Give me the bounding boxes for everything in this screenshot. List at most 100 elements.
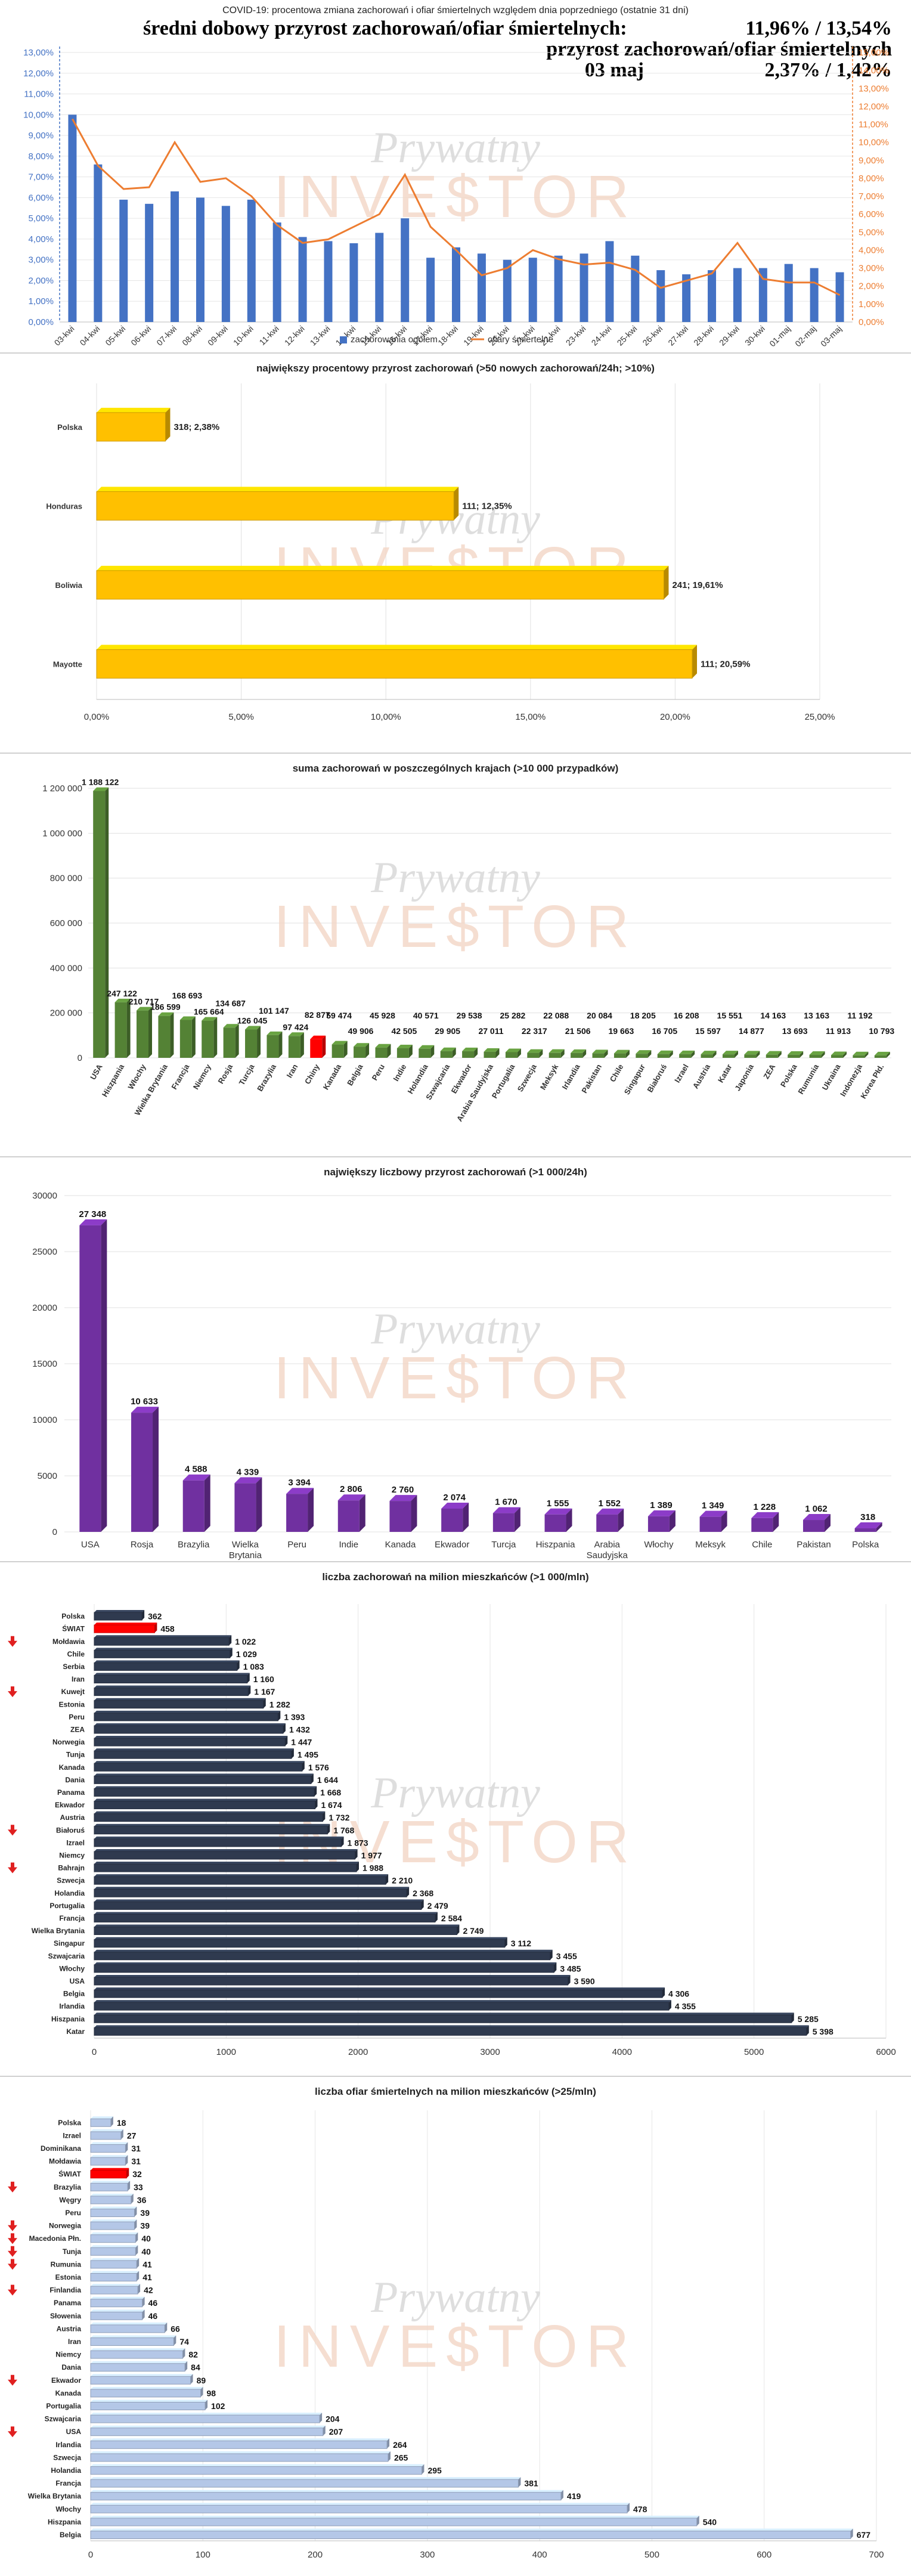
bar-Białoruś-side (327, 1823, 330, 1834)
data-label: 1 432 (289, 1724, 310, 1734)
y-tick-label: Panama (57, 1788, 85, 1797)
bar-Hiszpania-top (114, 998, 131, 1002)
bar-Iran-side (247, 1673, 250, 1683)
data-label: 66 (171, 2324, 180, 2333)
bar-Iran (90, 2337, 174, 2346)
bar-Hiszpania-side (126, 998, 131, 1058)
bar-Białoruś-top (94, 1823, 330, 1826)
bar-Chile (613, 1053, 626, 1058)
bar-Chile-side (773, 1512, 779, 1532)
bar-Mołdawia-top (94, 1635, 232, 1638)
bar-Norwegia (90, 2221, 135, 2230)
data-label: 42 505 (391, 1026, 417, 1036)
bar-Arabia Saudyjska (596, 1514, 618, 1532)
bar-Ekwador-side (315, 1798, 318, 1809)
bar-Włochy-top (647, 1510, 675, 1516)
bar-14-kwi (349, 243, 358, 322)
data-label: 3 112 (511, 1939, 531, 1948)
bar-Irlandia (571, 1052, 583, 1058)
x-tick-label: USA (81, 1540, 100, 1550)
x-tick-label: 100 (196, 2550, 210, 2560)
data-label: 362 (148, 1612, 162, 1621)
data-label: 29 905 (435, 1026, 460, 1036)
header-value-2: 2,37% / 1,42% (765, 59, 892, 81)
watermark-line2: INVE$TOR (274, 1345, 637, 1411)
bar-Chile-top (94, 1648, 233, 1651)
bar-Tunja-top (91, 2245, 138, 2248)
y-tick-label: 4,00% (28, 234, 54, 244)
bar-Panama-top (94, 1786, 317, 1789)
bar-Korea Płd. (874, 1055, 887, 1058)
y-tick-label: Kuwejt (61, 1688, 85, 1696)
x-tick-label: 23-kwi (564, 324, 588, 348)
bar-Chile (751, 1518, 773, 1532)
y-tick-label: Niemcy (59, 1851, 85, 1859)
bar-Katar (722, 1054, 735, 1058)
legend-swatch-bars (340, 336, 347, 343)
bar-Belgia (90, 2531, 851, 2539)
bar-Hiszpania-side (696, 2515, 699, 2526)
data-label: 27 (127, 2131, 137, 2140)
bar-Belgia-side (662, 1987, 665, 1998)
bar-Estonia-side (263, 1698, 266, 1708)
data-label: 82 (188, 2350, 198, 2360)
chart-title: liczba zachorowań na milion mieszkańców … (322, 1571, 588, 1583)
y2-tick-label: 12,00% (859, 101, 889, 112)
bar-Francja-side (518, 2477, 521, 2488)
bar-Francja-side (435, 1912, 438, 1922)
bar-Dominikana (90, 2144, 126, 2153)
bar-Wielka Brytania-side (560, 2490, 563, 2500)
y-tick-label: Ekwador (51, 2376, 81, 2385)
x-tick-label: Chile (608, 1063, 625, 1083)
data-label: 318; 2,38% (173, 422, 219, 432)
x-tick-label: 5000 (744, 2047, 764, 2057)
bar-Pakistan-side (604, 1049, 608, 1058)
data-label: 41 (142, 2272, 152, 2282)
daily-change-panel: COVID-19: procentowa zmiana zachorowań i… (0, 0, 911, 352)
x-tick-label: Meksyk (538, 1062, 560, 1091)
x-tick-label: 0,00% (84, 712, 110, 722)
y-tick-label: Bahrajn (58, 1864, 85, 1872)
data-label: 5 285 (798, 2014, 819, 2024)
y-tick-label: Macedonia Płn. (29, 2234, 81, 2243)
y-tick-label: Holandia (51, 2466, 81, 2475)
bar-Boliwia-top (97, 565, 669, 571)
x-tick-label: Polska (852, 1540, 879, 1550)
bar-Serbia (94, 1662, 238, 1671)
bar-Austria-side (712, 1051, 717, 1058)
watermark-line1: Prywatny (370, 123, 540, 172)
down-arrow-icon (8, 1636, 17, 1647)
bar-Węgry-top (91, 2193, 134, 2196)
bar-Holandia-top (419, 1045, 435, 1049)
bar-Finlandia-side (138, 2284, 141, 2295)
bar-Szwecja (527, 1052, 540, 1058)
bar-Boliwia-side (664, 565, 669, 599)
bar-Dania-side (311, 1773, 314, 1784)
x-tick-label: 2000 (348, 2047, 368, 2057)
y-tick-label: Polska (58, 2119, 81, 2127)
x-tick-label: Katar (716, 1063, 734, 1084)
x-tick-label: 27-kwi (666, 324, 690, 348)
bar-03-kwi (68, 114, 77, 323)
divider (0, 1561, 911, 1562)
data-label: 1 389 (650, 1500, 673, 1510)
bar-Chile-top (613, 1049, 630, 1054)
y-tick-label: Norwegia (52, 1738, 85, 1747)
bar-Dania-top (91, 2361, 188, 2364)
bar-ZEA (766, 1054, 778, 1058)
y2-tick-label: 1,00% (859, 299, 884, 309)
bar-Chiny-top (310, 1035, 326, 1039)
watermark-line2: INVE$TOR (274, 2313, 637, 2380)
y-tick-label: 8,00% (28, 151, 54, 162)
chart-title: największy liczbowy przyrost zachorowań … (324, 1166, 587, 1178)
data-label: 2 074 (443, 1493, 466, 1503)
y-tick-label: USA (70, 1977, 85, 1985)
y-tick-label: 400 000 (50, 963, 82, 973)
bar-Izrael-top (91, 2129, 123, 2132)
bar-20-kwi (503, 259, 512, 322)
data-label: 2 210 (392, 1876, 413, 1885)
bar-Panama (90, 2299, 143, 2308)
x-tick-label: Chile (752, 1540, 772, 1550)
y-tick-label: Estonia (55, 2273, 82, 2281)
bar-Arabia Saudyjska-side (495, 1048, 500, 1058)
